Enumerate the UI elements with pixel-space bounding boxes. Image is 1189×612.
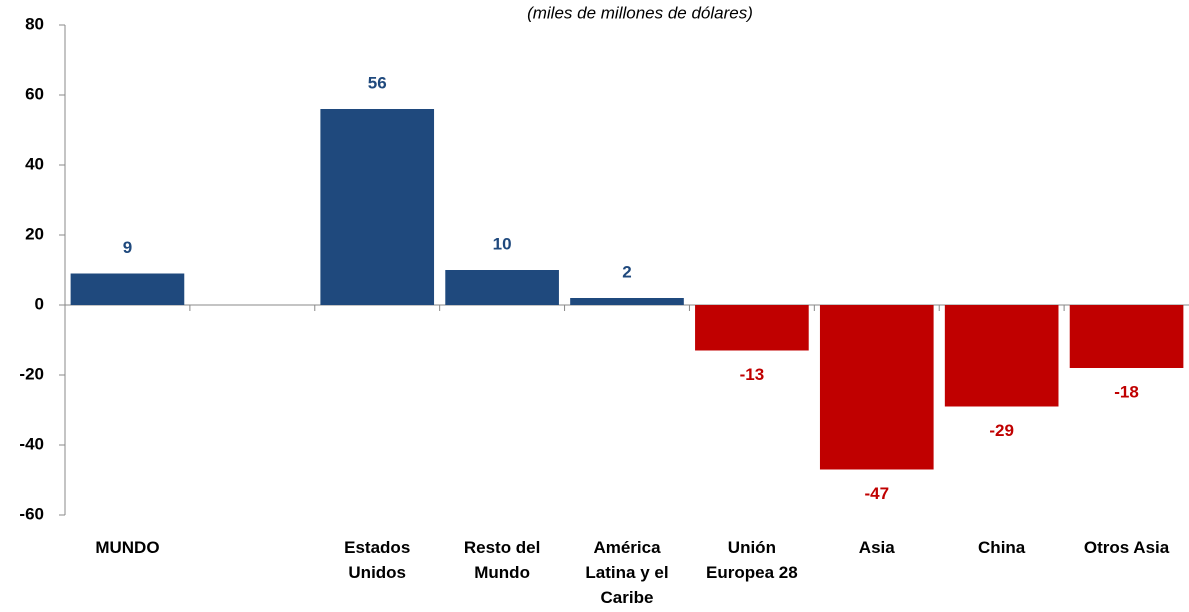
data-label: 9: [123, 238, 132, 257]
x-tick-label: China: [978, 538, 1026, 557]
bar: [570, 298, 684, 305]
bar: [70, 273, 185, 305]
y-tick-label: -60: [19, 504, 44, 523]
x-tick-label: Unión Europea 28: [706, 538, 798, 582]
x-tick-label: América Latina y el Caribe: [585, 538, 669, 607]
bar: [1069, 305, 1184, 368]
bar: [445, 270, 559, 305]
data-label: -13: [740, 365, 765, 384]
data-label: 56: [368, 73, 387, 92]
data-label: -47: [864, 484, 889, 503]
x-tick-label: Otros Asia: [1083, 538, 1170, 557]
y-tick-label: -20: [19, 364, 44, 383]
data-label: 10: [493, 234, 512, 253]
bar: [819, 305, 934, 470]
data-label: -18: [1114, 382, 1139, 401]
data-label: -29: [989, 421, 1014, 440]
x-tick-label: Estados Unidos: [344, 538, 411, 582]
bar: [695, 305, 809, 351]
x-tick-label: MUNDO: [95, 538, 160, 557]
y-tick-label: 20: [25, 224, 44, 243]
chart-subtitle: (miles de millones de dólares): [527, 3, 753, 22]
y-tick-label: 0: [35, 294, 44, 313]
y-tick-label: 80: [25, 14, 44, 33]
x-tick-label: Resto del Mundo: [463, 538, 541, 582]
data-label: 2: [622, 262, 631, 281]
y-tick-label: 60: [25, 84, 44, 103]
y-tick-label: -40: [19, 434, 44, 453]
y-tick-label: 40: [25, 154, 44, 173]
x-tick-label: Asia: [858, 538, 895, 557]
bar: [944, 305, 1059, 407]
bar: [320, 109, 435, 305]
